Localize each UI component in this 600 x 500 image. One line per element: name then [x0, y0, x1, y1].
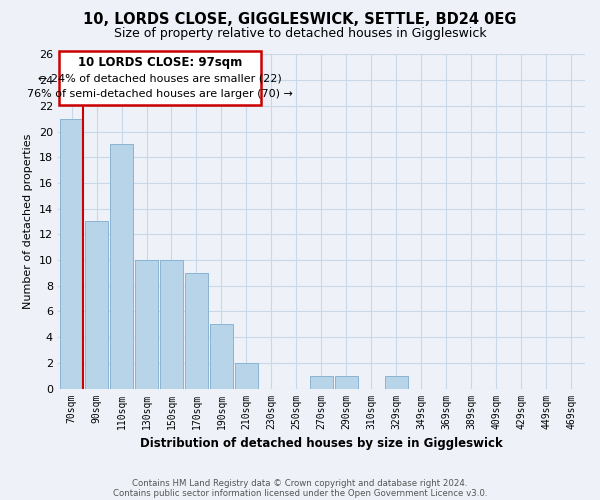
- Text: Contains public sector information licensed under the Open Government Licence v3: Contains public sector information licen…: [113, 488, 487, 498]
- Text: 10, LORDS CLOSE, GIGGLESWICK, SETTLE, BD24 0EG: 10, LORDS CLOSE, GIGGLESWICK, SETTLE, BD…: [83, 12, 517, 28]
- X-axis label: Distribution of detached houses by size in Giggleswick: Distribution of detached houses by size …: [140, 437, 503, 450]
- Y-axis label: Number of detached properties: Number of detached properties: [23, 134, 33, 309]
- Bar: [310, 376, 332, 388]
- Bar: [235, 363, 257, 388]
- Bar: [210, 324, 233, 388]
- Bar: [61, 118, 83, 388]
- Text: ← 24% of detached houses are smaller (22): ← 24% of detached houses are smaller (22…: [38, 74, 282, 84]
- Bar: [385, 376, 407, 388]
- Text: Contains HM Land Registry data © Crown copyright and database right 2024.: Contains HM Land Registry data © Crown c…: [132, 478, 468, 488]
- Text: Size of property relative to detached houses in Giggleswick: Size of property relative to detached ho…: [113, 28, 487, 40]
- Bar: [135, 260, 158, 388]
- Text: 76% of semi-detached houses are larger (70) →: 76% of semi-detached houses are larger (…: [27, 90, 293, 100]
- Bar: [185, 273, 208, 388]
- Bar: [110, 144, 133, 388]
- Bar: [335, 376, 358, 388]
- Bar: [160, 260, 183, 388]
- FancyBboxPatch shape: [59, 50, 262, 104]
- Text: 10 LORDS CLOSE: 97sqm: 10 LORDS CLOSE: 97sqm: [78, 56, 242, 68]
- Bar: [85, 222, 108, 388]
